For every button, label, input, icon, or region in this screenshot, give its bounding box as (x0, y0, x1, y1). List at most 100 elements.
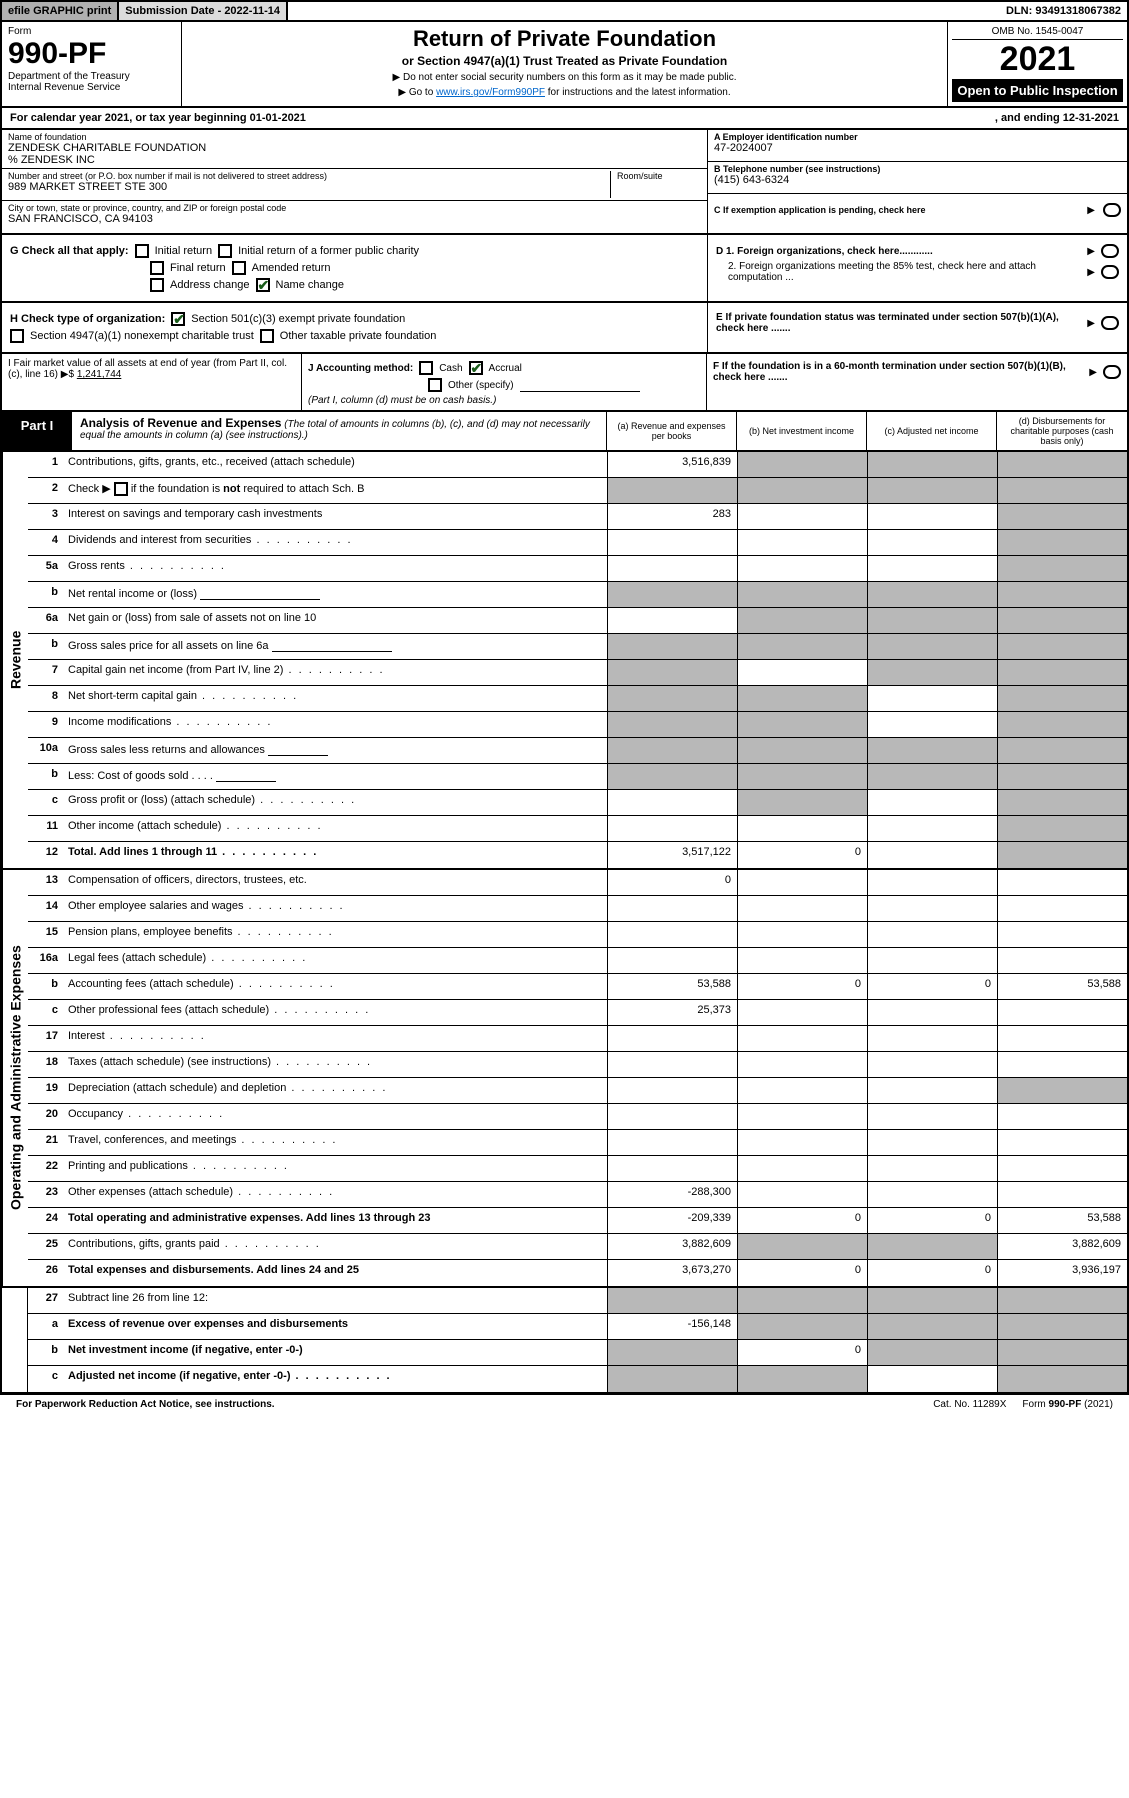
row-16c: Other professional fees (attach schedule… (64, 1000, 607, 1025)
checks-i-j-f: I Fair market value of all assets at end… (0, 354, 1129, 412)
chk-address-change[interactable] (150, 278, 164, 292)
form-number: 990-PF (8, 37, 175, 71)
row-27: Subtract line 26 from line 12: (64, 1288, 607, 1313)
chk-initial-return[interactable] (135, 244, 149, 258)
row-12: Total. Add lines 1 through 11 (64, 842, 607, 868)
form-header: Form 990-PF Department of the Treasury I… (0, 22, 1129, 108)
revenue-side-label: Revenue (2, 452, 28, 868)
row-15: Pension plans, employee benefits (64, 922, 607, 947)
addr-label: Number and street (or P.O. box number if… (8, 171, 604, 181)
part1-header: Part I Analysis of Revenue and Expenses … (0, 412, 1129, 452)
row-10b: Less: Cost of goods sold . . . . (64, 764, 607, 789)
row-9: Income modifications (64, 712, 607, 737)
checks-g-d: G Check all that apply: Initial return I… (0, 235, 1129, 303)
row-2: Check ▶ if the foundation is not require… (64, 478, 607, 503)
row-10c: Gross profit or (loss) (attach schedule) (64, 790, 607, 815)
row-1: Contributions, gifts, grants, etc., rece… (64, 452, 607, 477)
note-ssn: ▶ Do not enter social security numbers o… (190, 72, 939, 83)
chk-501c3[interactable] (171, 312, 185, 326)
checks-h-e: H Check type of organization: Section 50… (0, 303, 1129, 354)
submission-date: Submission Date - 2022-11-14 (119, 2, 288, 20)
part1-title: Analysis of Revenue and Expenses (80, 416, 281, 430)
page-footer: For Paperwork Reduction Act Notice, see … (0, 1394, 1129, 1414)
chk-accrual[interactable] (469, 361, 483, 375)
tel-value: (415) 643-6324 (714, 174, 1121, 186)
f-label: F If the foundation is in a 60-month ter… (713, 361, 1083, 383)
d1-label: D 1. Foreign organizations, check here..… (716, 246, 1081, 257)
g-label: G Check all that apply: (10, 245, 129, 257)
chk-d2[interactable] (1101, 265, 1119, 279)
row-5a: Gross rents (64, 556, 607, 581)
expenses-table: Operating and Administrative Expenses 13… (0, 870, 1129, 1288)
chk-other-method[interactable] (428, 378, 442, 392)
form-subtitle: or Section 4947(a)(1) Trust Treated as P… (190, 54, 939, 68)
form-title: Return of Private Foundation (190, 26, 939, 52)
d2-label: 2. Foreign organizations meeting the 85%… (716, 261, 1081, 283)
line27-block: 27Subtract line 26 from line 12: aExcess… (0, 1288, 1129, 1394)
row-3: Interest on savings and temporary cash i… (64, 504, 607, 529)
row-20: Occupancy (64, 1104, 607, 1129)
row-22: Printing and publications (64, 1156, 607, 1181)
col-d-hdr: (d) Disbursements for charitable purpose… (997, 412, 1127, 450)
j-note: (Part I, column (d) must be on cash basi… (308, 395, 700, 406)
cat-no: Cat. No. 11289X (925, 1399, 1014, 1410)
open-public: Open to Public Inspection (952, 79, 1123, 102)
c-checkbox[interactable] (1103, 203, 1121, 217)
chk-schb[interactable] (114, 482, 128, 496)
city-state-zip: SAN FRANCISCO, CA 94103 (8, 213, 701, 225)
row-6a: Net gain or (loss) from sale of assets n… (64, 608, 607, 633)
chk-cash[interactable] (419, 361, 433, 375)
row-6b: Gross sales price for all assets on line… (64, 634, 607, 659)
top-bar: efile GRAPHIC print Submission Date - 20… (0, 0, 1129, 22)
row-17: Interest (64, 1026, 607, 1051)
row-27c: Adjusted net income (if negative, enter … (64, 1366, 607, 1392)
form-url-link[interactable]: www.irs.gov/Form990PF (436, 87, 545, 98)
chk-other-taxable[interactable] (260, 329, 274, 343)
col-b-hdr: (b) Net investment income (737, 412, 867, 450)
revenue-table: Revenue 1Contributions, gifts, grants, e… (0, 452, 1129, 870)
col-a-hdr: (a) Revenue and expenses per books (607, 412, 737, 450)
name-label: Name of foundation (8, 132, 701, 142)
row-13: Compensation of officers, directors, tru… (64, 870, 607, 895)
j-label: J Accounting method: (308, 363, 413, 374)
tax-year: 2021 (952, 40, 1123, 79)
row-27a: Excess of revenue over expenses and disb… (64, 1314, 607, 1339)
row-19: Depreciation (attach schedule) and deple… (64, 1078, 607, 1103)
chk-f[interactable] (1103, 365, 1121, 379)
row-26: Total expenses and disbursements. Add li… (64, 1260, 607, 1286)
i-label: I Fair market value of all assets at end… (8, 358, 287, 380)
omb-number: OMB No. 1545-0047 (952, 26, 1123, 40)
room-label: Room/suite (617, 171, 701, 181)
form-word: Form (8, 26, 175, 37)
calendar-year-band: For calendar year 2021, or tax year begi… (0, 108, 1129, 130)
expenses-side-label: Operating and Administrative Expenses (2, 870, 28, 1286)
chk-4947[interactable] (10, 329, 24, 343)
c-label: C If exemption application is pending, c… (714, 205, 1079, 215)
row-18: Taxes (attach schedule) (see instruction… (64, 1052, 607, 1077)
part-label: Part I (2, 412, 72, 450)
chk-final-return[interactable] (150, 261, 164, 275)
row-25: Contributions, gifts, grants paid (64, 1234, 607, 1259)
care-of: % ZENDESK INC (8, 154, 701, 166)
ein-value: 47-2024007 (714, 142, 1121, 154)
ein-label: A Employer identification number (714, 132, 1121, 142)
chk-d1[interactable] (1101, 244, 1119, 258)
e-label: E If private foundation status was termi… (716, 312, 1081, 334)
street-address: 989 MARKET STREET STE 300 (8, 181, 604, 193)
row-24: Total operating and administrative expen… (64, 1208, 607, 1233)
row-16a: Legal fees (attach schedule) (64, 948, 607, 973)
dept: Department of the Treasury (8, 71, 175, 82)
efile-label: efile GRAPHIC print (2, 2, 119, 20)
chk-amended-return[interactable] (232, 261, 246, 275)
col-c-hdr: (c) Adjusted net income (867, 412, 997, 450)
h-label: H Check type of organization: (10, 313, 165, 325)
chk-name-change[interactable] (256, 278, 270, 292)
city-label: City or town, state or province, country… (8, 203, 701, 213)
fmv-value: 1,241,744 (77, 369, 122, 380)
row-11: Other income (attach schedule) (64, 816, 607, 841)
chk-e[interactable] (1101, 316, 1119, 330)
row-14: Other employee salaries and wages (64, 896, 607, 921)
irs: Internal Revenue Service (8, 82, 175, 93)
chk-initial-former[interactable] (218, 244, 232, 258)
dln: DLN: 93491318067382 (1000, 2, 1127, 20)
